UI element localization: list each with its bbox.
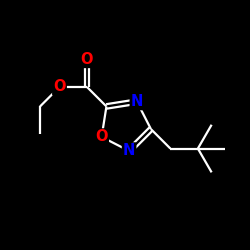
- Text: O: O: [95, 130, 108, 144]
- Text: N: N: [131, 94, 143, 109]
- Text: N: N: [123, 144, 135, 158]
- Text: O: O: [81, 52, 93, 67]
- Text: O: O: [53, 80, 66, 94]
